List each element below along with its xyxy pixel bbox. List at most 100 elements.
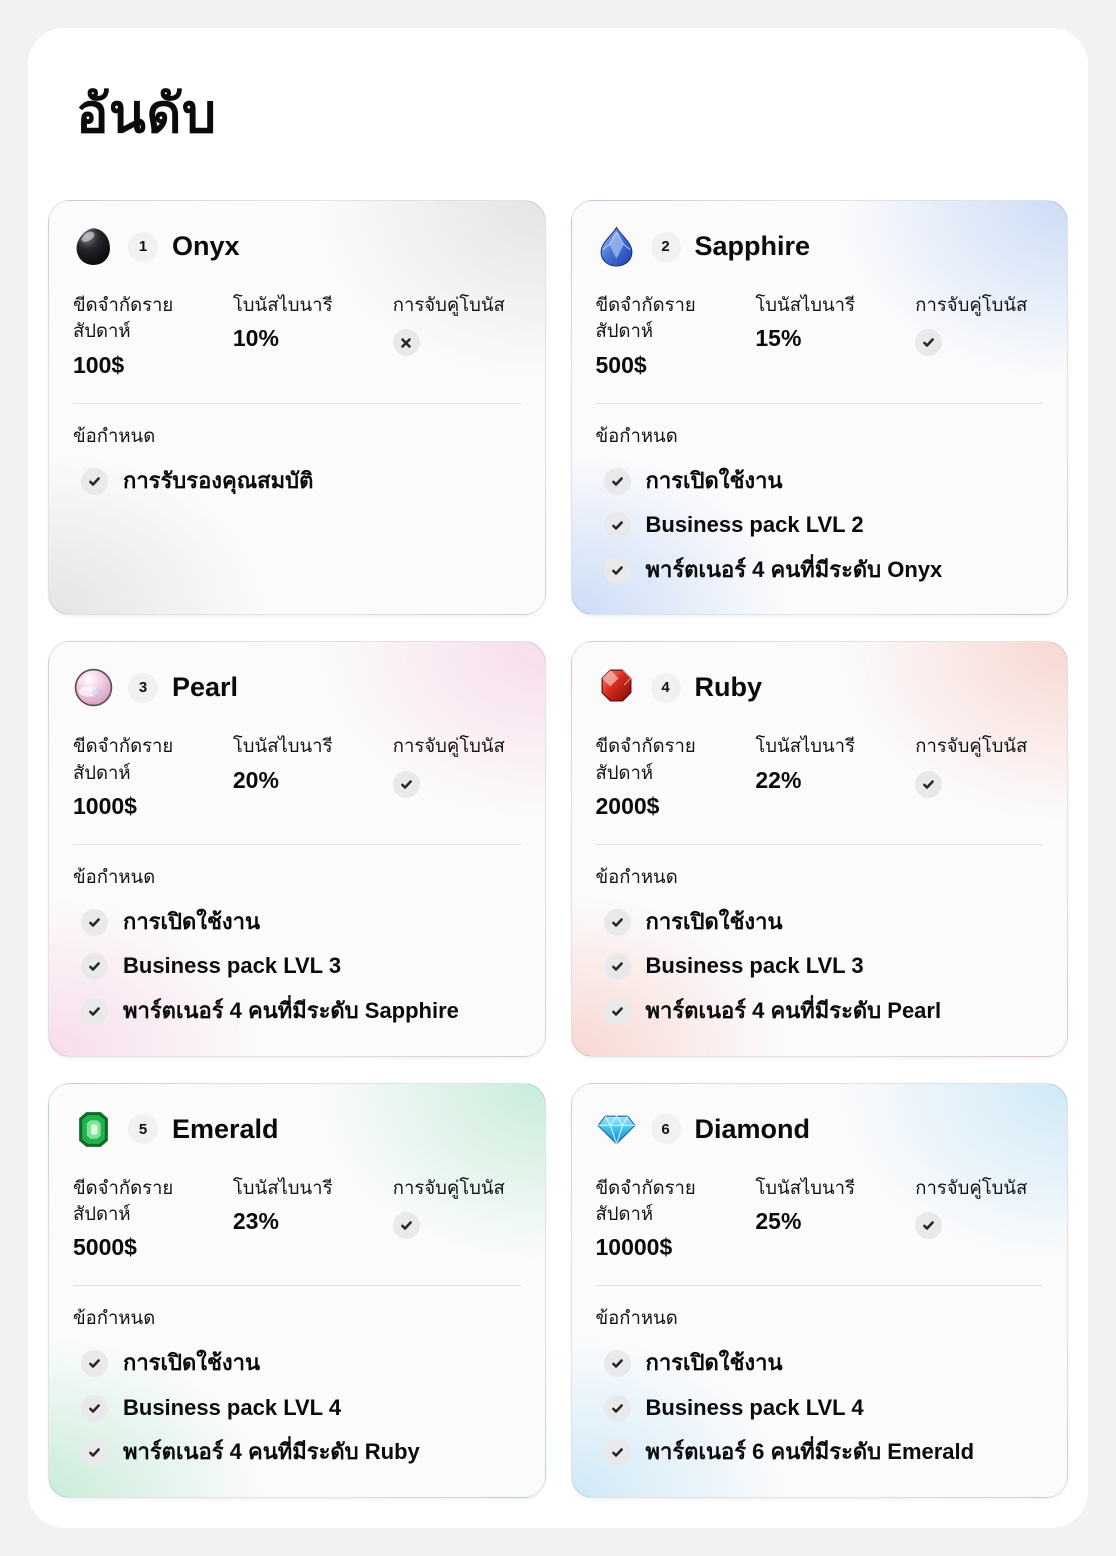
requirement-text: พาร์ตเนอร์ 4 คนที่มีระดับ Ruby <box>123 1439 420 1465</box>
check-icon <box>603 512 631 540</box>
rank-header: 2 Sapphire <box>596 226 1044 267</box>
rank-header: 6 Diamond <box>596 1109 1044 1150</box>
rank-name: Onyx <box>172 231 240 261</box>
check-icon <box>603 1394 631 1422</box>
requirement-item: การเปิดใช้งาน <box>603 1349 1044 1378</box>
binary-bonus-label: โบนัสไบนารี <box>755 1176 856 1198</box>
stat-binary-bonus: โบนัสไบนารี 23% <box>233 1175 387 1235</box>
rank-header: 5 Emerald <box>73 1109 521 1150</box>
requirement-item: พาร์ตเนอร์ 6 คนที่มีระดับ Emerald <box>603 1438 1044 1467</box>
matching-bonus-value <box>392 328 521 357</box>
stat-weekly-limit: ขีดจำกัดรายสัปดาห์ 1000$ <box>73 733 227 820</box>
check-icon <box>81 908 108 936</box>
check-icon <box>603 556 631 584</box>
stat-weekly-limit: ขีดจำกัดรายสัปดาห์ 10000$ <box>596 1175 750 1262</box>
stat-weekly-limit: ขีดจำกัดรายสัปดาห์ 100$ <box>73 292 227 379</box>
requirement-item: พาร์ตเนอร์ 4 คนที่มีระดับ Sapphire <box>81 997 521 1026</box>
requirements-label: ข้อกำหนด <box>595 1307 678 1329</box>
rank-stats: ขีดจำกัดรายสัปดาห์ 100$ โบนัสไบนารี 10% … <box>73 292 521 379</box>
check-icon <box>603 1350 631 1378</box>
divider <box>595 843 1043 845</box>
binary-bonus-label: โบนัสไบนารี <box>755 735 856 757</box>
stat-binary-bonus: โบนัสไบนารี 10% <box>233 292 387 352</box>
check-icon <box>81 998 108 1026</box>
binary-bonus-label: โบนัสไบนารี <box>755 294 856 315</box>
check-icon <box>392 770 420 798</box>
binary-bonus-value: 25% <box>755 1207 802 1234</box>
stat-binary-bonus: โบนัสไบนารี 22% <box>755 733 909 793</box>
check-icon <box>81 467 108 495</box>
matching-bonus-value <box>915 770 1043 798</box>
check-icon <box>915 1211 943 1239</box>
matching-bonus-label: การจับคู่โบนัส <box>915 735 1028 757</box>
stat-weekly-limit: ขีดจำกัดรายสัปดาห์ 5000$ <box>73 1175 227 1262</box>
matching-bonus-label: การจับคู่โบนัส <box>392 735 505 757</box>
check-icon <box>603 1439 631 1467</box>
requirement-text: การเปิดใช้งาน <box>645 1350 783 1376</box>
requirement-text: พาร์ตเนอร์ 4 คนที่มีระดับ Sapphire <box>123 998 459 1024</box>
rank-header: 4 Ruby <box>596 667 1044 708</box>
requirements-label: ข้อกำหนด <box>595 424 678 446</box>
requirement-text: Business pack LVL 2 <box>645 512 864 538</box>
requirement-item: การเปิดใช้งาน <box>81 908 521 937</box>
weekly-limit-value: 100$ <box>73 351 125 378</box>
rank-card-ruby: 4 Ruby ขีดจำกัดรายสัปดาห์ 2000$ โบนัสไบน… <box>570 641 1068 1057</box>
requirement-text: การเปิดใช้งาน <box>123 1350 261 1376</box>
requirement-text: พาร์ตเนอร์ 4 คนที่มีระดับ Onyx <box>645 556 943 582</box>
requirement-text: การเปิดใช้งาน <box>645 467 783 493</box>
divider <box>73 1285 521 1287</box>
requirements-list: การเปิดใช้งาน Business pack LVL 4 พาร์ตเนอ… <box>73 1349 521 1471</box>
requirement-text: การรับรองคุณสมบัติ <box>123 467 314 493</box>
rank-number-badge: 1 <box>128 231 158 262</box>
rank-card-emerald: 5 Emerald ขีดจำกัดรายสัปดาห์ 5000$ โบนัส… <box>48 1082 546 1498</box>
requirement-item: พาร์ตเนอร์ 4 คนที่มีระดับ Pearl <box>603 997 1044 1026</box>
divider <box>595 1285 1043 1287</box>
matching-bonus-label: การจับคู่โบนัส <box>915 294 1028 315</box>
rank-header: 1 Onyx <box>73 226 521 267</box>
check-icon <box>81 1394 108 1422</box>
rank-number-badge: 4 <box>650 672 681 703</box>
requirement-text: Business pack LVL 3 <box>645 953 864 979</box>
check-icon <box>603 908 631 936</box>
binary-bonus-value: 22% <box>755 766 802 793</box>
rank-stats: ขีดจำกัดรายสัปดาห์ 10000$ โบนัสไบนารี 25… <box>596 1175 1044 1262</box>
requirement-text: Business pack LVL 4 <box>645 1394 864 1420</box>
requirements-label: ข้อกำหนด <box>595 865 678 887</box>
rank-name: Emerald <box>172 1113 279 1144</box>
rank-number-badge: 3 <box>128 672 158 703</box>
binary-bonus-label: โบนัสไบนารี <box>232 294 333 315</box>
requirements-list: การรับรองคุณสมบัติ <box>73 467 521 500</box>
matching-bonus-label: การจับคู่โบนัส <box>915 1176 1028 1198</box>
requirement-item: Business pack LVL 3 <box>81 952 521 981</box>
stat-matching-bonus: การจับคู่โบนัส <box>392 733 521 798</box>
requirement-item: พาร์ตเนอร์ 4 คนที่มีระดับ Onyx <box>603 556 1044 585</box>
requirements-label: ข้อกำหนด <box>73 865 156 887</box>
weekly-limit-value: 2000$ <box>595 792 660 819</box>
matching-bonus-value <box>915 328 1043 357</box>
sapphire-gem-icon <box>596 226 637 267</box>
check-icon <box>915 770 943 798</box>
matching-bonus-value <box>392 770 521 798</box>
stat-binary-bonus: โบนัสไบนารี 25% <box>755 1175 909 1235</box>
requirement-text: Business pack LVL 4 <box>123 1394 342 1420</box>
binary-bonus-value: 10% <box>232 325 279 352</box>
requirement-item: Business pack LVL 4 <box>603 1394 1044 1423</box>
stat-binary-bonus: โบนัสไบนารี 15% <box>755 292 909 352</box>
requirement-item: การเปิดใช้งาน <box>603 467 1044 496</box>
divider <box>73 843 521 845</box>
stat-binary-bonus: โบนัสไบนารี 20% <box>233 733 387 793</box>
requirement-item: Business pack LVL 2 <box>603 511 1044 540</box>
weekly-limit-value: 500$ <box>595 351 647 378</box>
requirement-text: การเปิดใช้งาน <box>645 908 783 934</box>
rank-stats: ขีดจำกัดรายสัปดาห์ 2000$ โบนัสไบนารี 22%… <box>596 733 1044 820</box>
requirements-label: ข้อกำหนด <box>73 424 156 446</box>
requirement-item: การรับรองคุณสมบัติ <box>81 467 521 496</box>
requirement-item: พาร์ตเนอร์ 4 คนที่มีระดับ Ruby <box>81 1438 521 1467</box>
cross-icon <box>392 329 420 357</box>
check-icon <box>392 1211 420 1239</box>
stat-matching-bonus: การจับคู่โบนัส <box>392 292 521 357</box>
requirement-item: การเปิดใช้งาน <box>603 908 1044 937</box>
requirement-text: พาร์ตเนอร์ 4 คนที่มีระดับ Pearl <box>645 998 942 1024</box>
rank-number-badge: 6 <box>650 1114 681 1145</box>
rank-number-badge: 2 <box>650 231 681 262</box>
